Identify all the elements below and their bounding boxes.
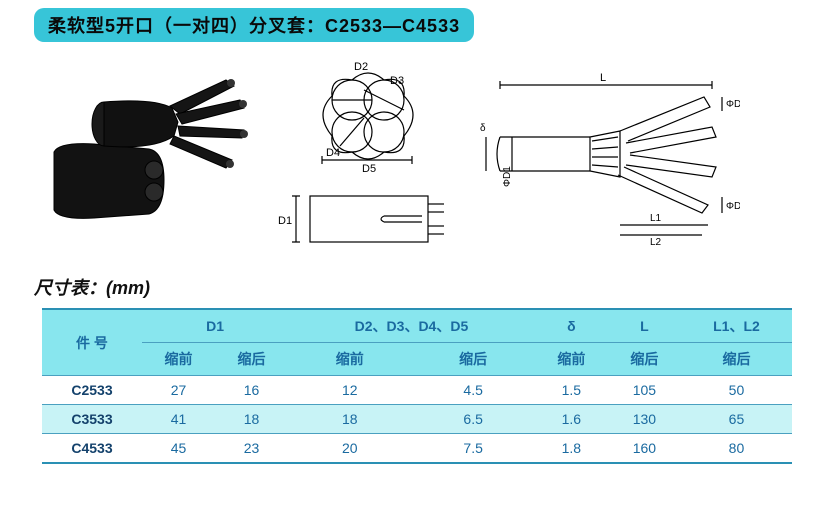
col-L12: L1、L2 — [681, 309, 792, 343]
dimension-table: 件 号 D1 D2、D3、D4、D5 δ L L1、L2 缩前 缩后 缩前 缩后… — [42, 308, 792, 464]
dimension-table-title: 尺寸表：(mm) — [34, 274, 835, 300]
sub-before: 缩前 — [535, 343, 608, 376]
label-d4: D4 — [326, 147, 340, 159]
label-d3: D3 — [390, 75, 404, 87]
sub-after: 缩后 — [681, 343, 792, 376]
label-L1: L1 — [650, 213, 662, 224]
label-phiD1: ΦD1 — [502, 165, 513, 186]
product-photo — [34, 74, 254, 244]
table-row: C4533 45 23 20 7.5 1.8 160 80 — [42, 434, 792, 464]
table-row: C3533 41 18 18 6.5 1.6 130 65 — [42, 405, 792, 434]
diagram-row: D2 D3 D4 D5 D1 — [0, 42, 835, 270]
label-d2: D2 — [354, 61, 368, 73]
label-d5: D5 — [362, 163, 376, 175]
label-phiD2: ΦD2 — [726, 99, 740, 110]
sub-before: 缩前 — [142, 343, 215, 376]
sub-before: 缩前 — [288, 343, 411, 376]
schematic-branch: L δ ΦD1 ΦD2 ΦD3 L1 L2 — [480, 67, 740, 252]
col-part: 件 号 — [42, 309, 142, 376]
page-title-bar: 柔软型5开口（一对四）分叉套：C2533—C4533 — [34, 8, 474, 42]
schematic-side: D1 — [272, 182, 462, 262]
col-L: L — [608, 309, 681, 343]
col-delta: δ — [535, 309, 608, 343]
col-d1: D1 — [142, 309, 288, 343]
page-title: 柔软型5开口（一对四）分叉套：C2533—C4533 — [48, 16, 460, 36]
col-d2345: D2、D3、D4、D5 — [288, 309, 535, 343]
sub-after: 缩后 — [411, 343, 534, 376]
label-L: L — [600, 72, 606, 84]
label-d1: D1 — [278, 215, 292, 227]
label-L2: L2 — [650, 237, 662, 247]
sub-after: 缩后 — [215, 343, 288, 376]
label-delta: δ — [480, 123, 486, 134]
table-row: C2533 27 16 12 4.5 1.5 105 50 — [42, 376, 792, 405]
label-phiD3: ΦD3 — [726, 201, 740, 212]
schematic-cross-section: D2 D3 D4 D5 D1 — [272, 56, 462, 262]
sub-after: 缩后 — [608, 343, 681, 376]
